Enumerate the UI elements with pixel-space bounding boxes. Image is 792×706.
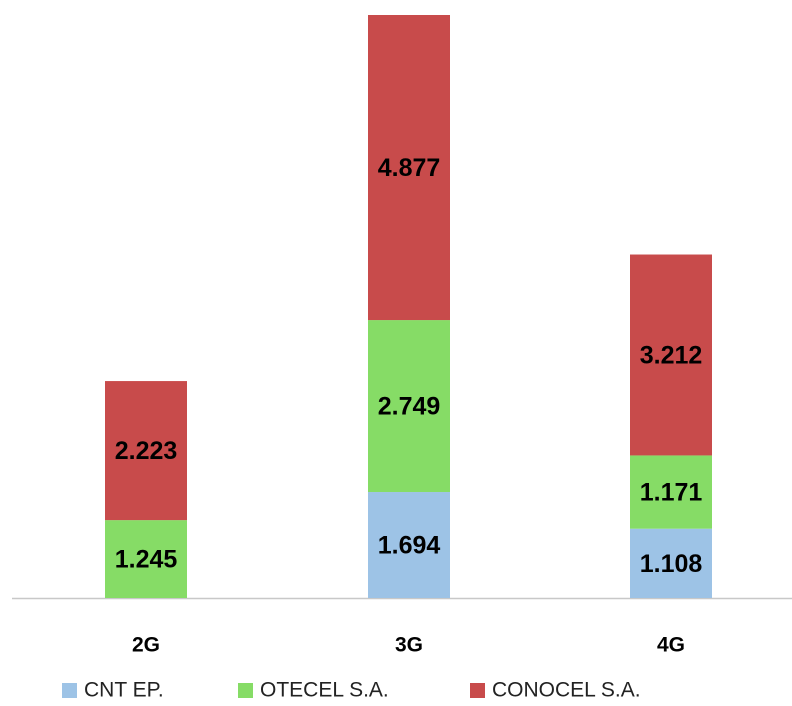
bar-segment bbox=[105, 381, 187, 521]
data-label: 4.877 bbox=[378, 154, 441, 182]
bar-segment bbox=[630, 455, 712, 529]
data-label: 1.108 bbox=[640, 550, 703, 578]
bar-segment bbox=[105, 520, 187, 598]
data-label: 1.245 bbox=[115, 546, 178, 574]
bar-segment bbox=[630, 254, 712, 456]
legend-label: CNT EP. bbox=[84, 679, 164, 702]
bar-segment bbox=[368, 15, 450, 321]
legend-swatch bbox=[470, 683, 485, 698]
legend-label: OTECEL S.A. bbox=[260, 679, 389, 702]
x-tick-label: 2G bbox=[132, 634, 160, 657]
data-label: 1.171 bbox=[640, 479, 703, 507]
data-label: 2.749 bbox=[378, 393, 441, 421]
legend-swatch bbox=[238, 683, 253, 698]
bar-segment bbox=[630, 528, 712, 598]
x-tick-label: 4G bbox=[657, 634, 685, 657]
data-label: 3.212 bbox=[640, 342, 703, 370]
bar-segment bbox=[368, 320, 450, 493]
legend-swatch bbox=[62, 683, 77, 698]
bar-segment bbox=[368, 492, 450, 598]
x-tick-label: 3G bbox=[395, 634, 423, 657]
data-label: 2.223 bbox=[115, 437, 178, 465]
legend-label: CONOCEL S.A. bbox=[492, 679, 641, 702]
data-label: 1.694 bbox=[378, 532, 441, 560]
